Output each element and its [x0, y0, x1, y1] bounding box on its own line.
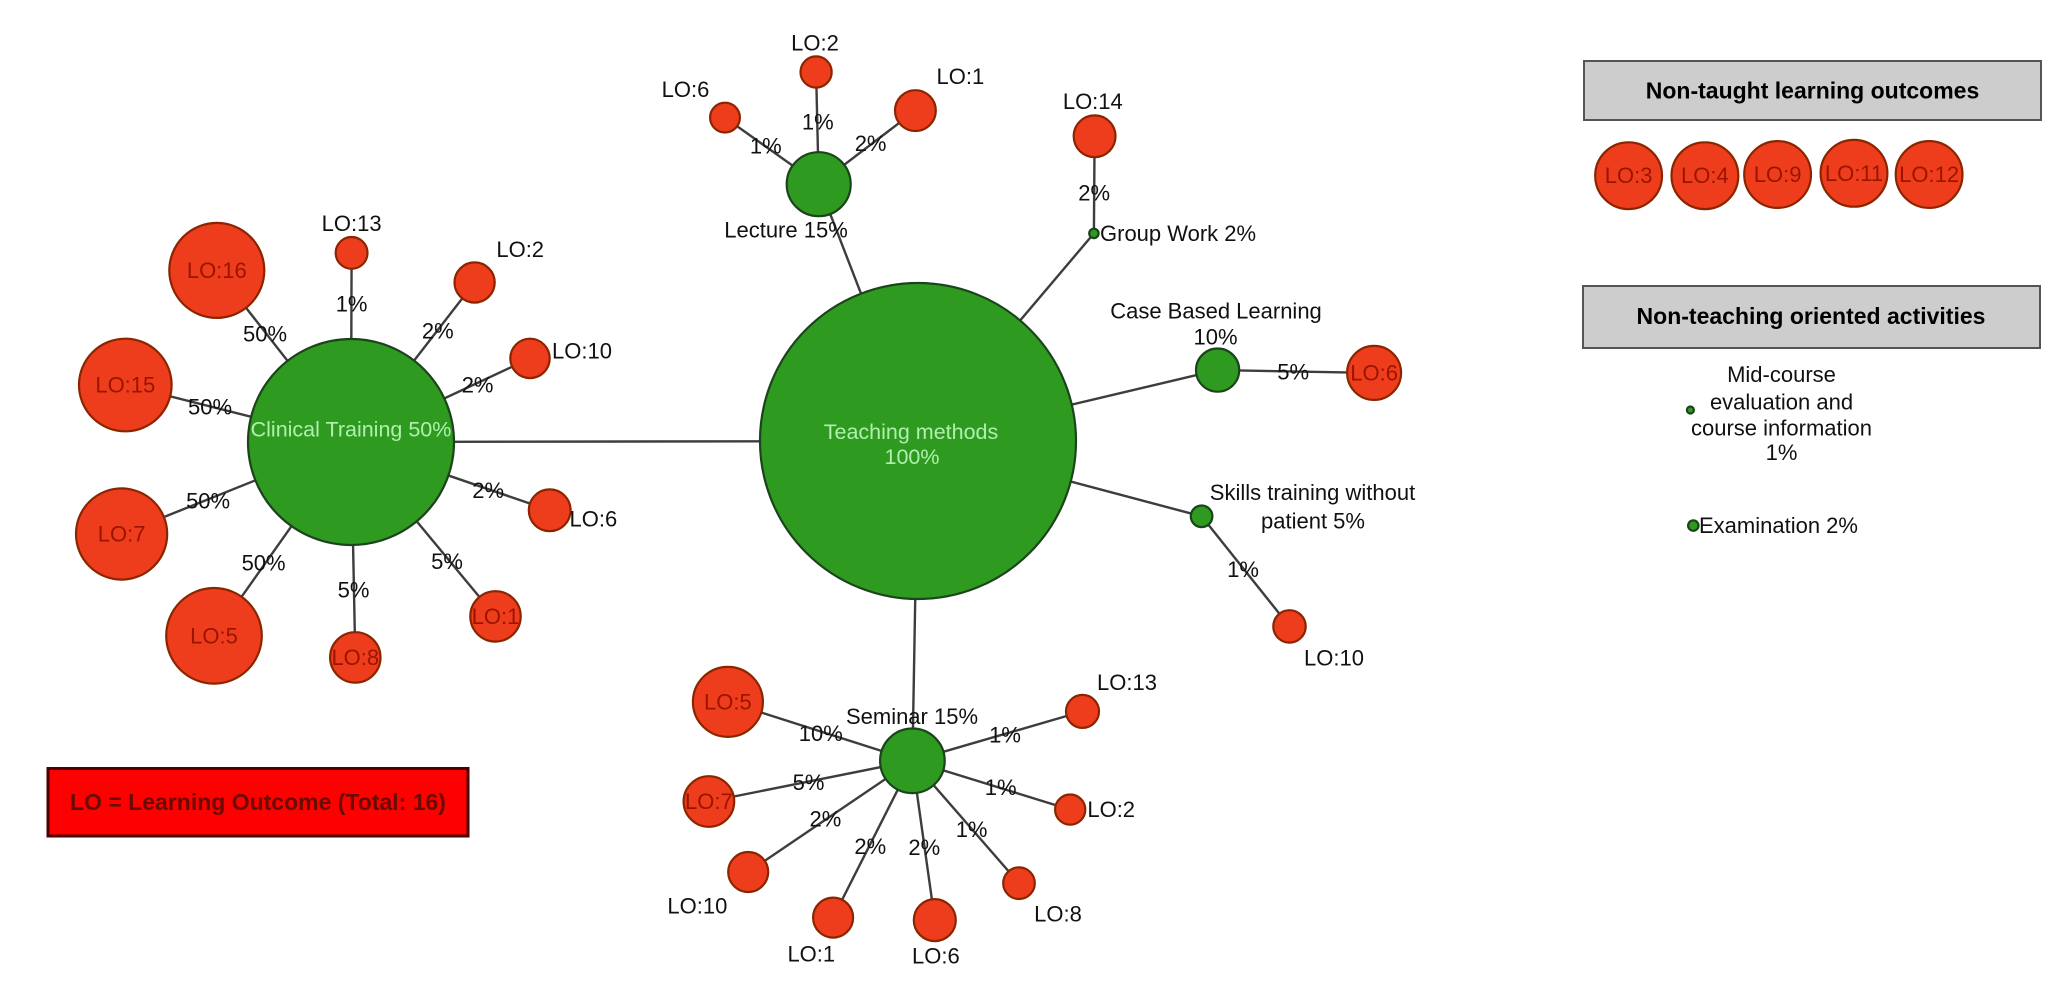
svg-text:50%: 50%: [243, 321, 287, 346]
svg-text:LO:1: LO:1: [937, 64, 985, 89]
svg-text:patient 5%: patient 5%: [1261, 509, 1365, 534]
svg-text:Non-taught learning outcomes: Non-taught learning outcomes: [1646, 78, 1980, 104]
svg-text:LO:10: LO:10: [667, 894, 727, 919]
svg-text:Teaching methods: Teaching methods: [824, 420, 999, 444]
svg-text:LO:2: LO:2: [1087, 797, 1135, 822]
svg-text:1%: 1%: [985, 775, 1017, 800]
svg-text:1%: 1%: [802, 109, 834, 134]
svg-text:5%: 5%: [431, 549, 463, 574]
svg-text:1%: 1%: [1227, 557, 1259, 582]
svg-text:Non-teaching oriented activiti: Non-teaching oriented activities: [1637, 303, 1986, 329]
svg-text:LO:8: LO:8: [331, 645, 379, 670]
svg-text:LO:6: LO:6: [912, 943, 960, 968]
svg-text:Mid-course: Mid-course: [1727, 362, 1836, 387]
svg-text:LO:6: LO:6: [570, 507, 618, 532]
svg-text:LO:2: LO:2: [791, 30, 839, 55]
svg-text:Case Based Learning: Case Based Learning: [1110, 299, 1322, 324]
svg-text:1%: 1%: [956, 817, 988, 842]
svg-text:2%: 2%: [854, 834, 886, 859]
svg-text:LO:13: LO:13: [322, 211, 382, 236]
svg-text:LO:12: LO:12: [1899, 162, 1959, 187]
svg-text:Clinical Training 50%: Clinical Training 50%: [251, 418, 452, 442]
svg-text:evaluation and: evaluation and: [1710, 389, 1853, 414]
svg-text:LO:3: LO:3: [1605, 163, 1653, 188]
svg-text:10%: 10%: [799, 721, 843, 746]
svg-text:LO = Learning Outcome (Total:: LO = Learning Outcome (Total: 16): [70, 789, 446, 815]
svg-text:2%: 2%: [422, 319, 454, 344]
svg-text:LO:7: LO:7: [685, 789, 733, 814]
svg-text:1%: 1%: [1766, 440, 1798, 465]
svg-text:course information: course information: [1691, 415, 1872, 440]
svg-text:50%: 50%: [242, 551, 286, 576]
svg-text:2%: 2%: [472, 478, 504, 503]
svg-text:LO:6: LO:6: [1350, 360, 1398, 385]
svg-text:Seminar 15%: Seminar 15%: [846, 704, 978, 729]
svg-text:LO:5: LO:5: [704, 689, 752, 714]
svg-text:LO:7: LO:7: [98, 522, 146, 547]
svg-text:LO:13: LO:13: [1097, 670, 1157, 695]
svg-text:LO:14: LO:14: [1063, 89, 1123, 114]
svg-text:LO:16: LO:16: [187, 258, 247, 283]
svg-text:Group Work 2%: Group Work 2%: [1100, 221, 1256, 246]
svg-text:5%: 5%: [1277, 360, 1309, 385]
svg-text:LO:9: LO:9: [1754, 162, 1802, 187]
svg-text:LO:10: LO:10: [1304, 646, 1364, 671]
svg-text:2%: 2%: [855, 131, 887, 156]
svg-text:2%: 2%: [810, 807, 842, 832]
svg-text:Skills training without: Skills training without: [1210, 480, 1415, 505]
svg-text:1%: 1%: [750, 133, 782, 158]
svg-text:LO:15: LO:15: [95, 373, 155, 398]
svg-text:2%: 2%: [908, 835, 940, 860]
svg-text:5%: 5%: [793, 770, 825, 795]
svg-text:LO:11: LO:11: [1825, 161, 1883, 186]
svg-text:LO:5: LO:5: [190, 623, 238, 648]
svg-text:LO:10: LO:10: [552, 338, 612, 363]
svg-text:100%: 100%: [885, 445, 940, 469]
svg-text:50%: 50%: [188, 395, 232, 420]
svg-text:1%: 1%: [336, 292, 368, 317]
svg-text:Lecture 15%: Lecture 15%: [724, 217, 848, 242]
svg-text:2%: 2%: [462, 373, 494, 398]
svg-text:LO:4: LO:4: [1681, 163, 1729, 188]
svg-text:LO:8: LO:8: [1034, 902, 1082, 927]
svg-text:1%: 1%: [989, 723, 1021, 748]
svg-text:5%: 5%: [338, 578, 370, 603]
svg-text:2%: 2%: [1078, 181, 1110, 206]
svg-text:50%: 50%: [186, 488, 230, 513]
svg-text:LO:1: LO:1: [787, 941, 835, 966]
svg-text:LO:6: LO:6: [662, 77, 710, 102]
svg-text:10%: 10%: [1193, 325, 1237, 350]
svg-text:LO:2: LO:2: [496, 237, 544, 262]
svg-text:LO:1: LO:1: [472, 604, 520, 629]
svg-text:Examination 2%: Examination 2%: [1699, 513, 1858, 538]
